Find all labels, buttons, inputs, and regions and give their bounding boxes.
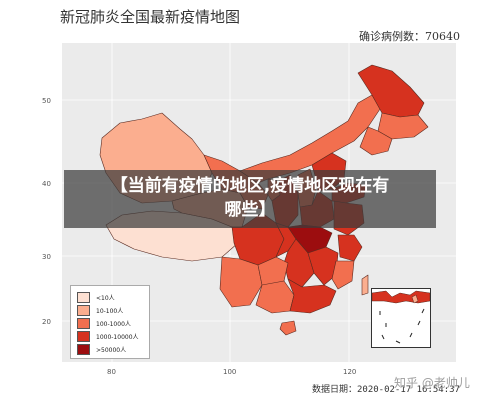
headline-text: 【当前有疫情的地区,疫情地区现在有 哪些】 [64, 174, 436, 222]
headline-banner [64, 170, 436, 228]
legend-item: >50000人 [77, 344, 126, 355]
legend-swatch [77, 292, 90, 303]
region-yunnan [219, 256, 263, 308]
y-tick-label: 30 [42, 253, 51, 261]
legend-swatch [77, 344, 90, 355]
region-liaoning [359, 126, 393, 156]
region-fujian [331, 260, 355, 290]
legend-swatch [77, 331, 90, 342]
headline-line-1: 【当前有疫情的地区,疫情地区现在有 [110, 176, 390, 196]
region-hainan [279, 320, 297, 336]
legend-item: 100-1000人 [77, 318, 131, 329]
legend-label: 100-1000人 [96, 321, 131, 328]
data-date: 数据日期：2020-02-17 16:54:37 [312, 385, 460, 395]
legend-item: <10人 [77, 292, 115, 303]
y-tick-label: 50 [42, 97, 51, 105]
map-legend: <10人 10-100人 100-1000人 1000-10000人 >5000… [70, 285, 150, 359]
region-taiwan [361, 274, 369, 296]
legend-label: 10-100人 [96, 308, 124, 315]
inset-map [371, 290, 431, 344]
x-tick-label: 80 [107, 368, 116, 376]
region-zhejiang [337, 234, 363, 262]
region-guangdong [287, 278, 337, 314]
legend-label: <10人 [96, 295, 115, 302]
watermark: 知乎 @老帅儿 [394, 376, 470, 390]
x-tick-label: 100 [223, 368, 237, 376]
legend-swatch [77, 318, 90, 329]
south-china-sea-inset [371, 288, 431, 348]
confirmed-count: 确诊病例数：70640 [359, 30, 460, 43]
x-tick-label: 120 [343, 368, 357, 376]
region-heilongjiang [357, 64, 425, 118]
region-guangxi [255, 280, 295, 314]
legend-item: 10-100人 [77, 305, 123, 316]
map-title: 新冠肺炎全国最新疫情地图 [60, 8, 241, 26]
headline-line-2: 哪些】 [224, 200, 276, 220]
y-tick-label: 20 [42, 318, 51, 326]
legend-label: >50000人 [96, 347, 127, 354]
legend-item: 1000-10000人 [77, 331, 139, 342]
legend-label: 1000-10000人 [96, 334, 139, 341]
y-tick-label: 40 [42, 180, 51, 188]
legend-swatch [77, 305, 90, 316]
